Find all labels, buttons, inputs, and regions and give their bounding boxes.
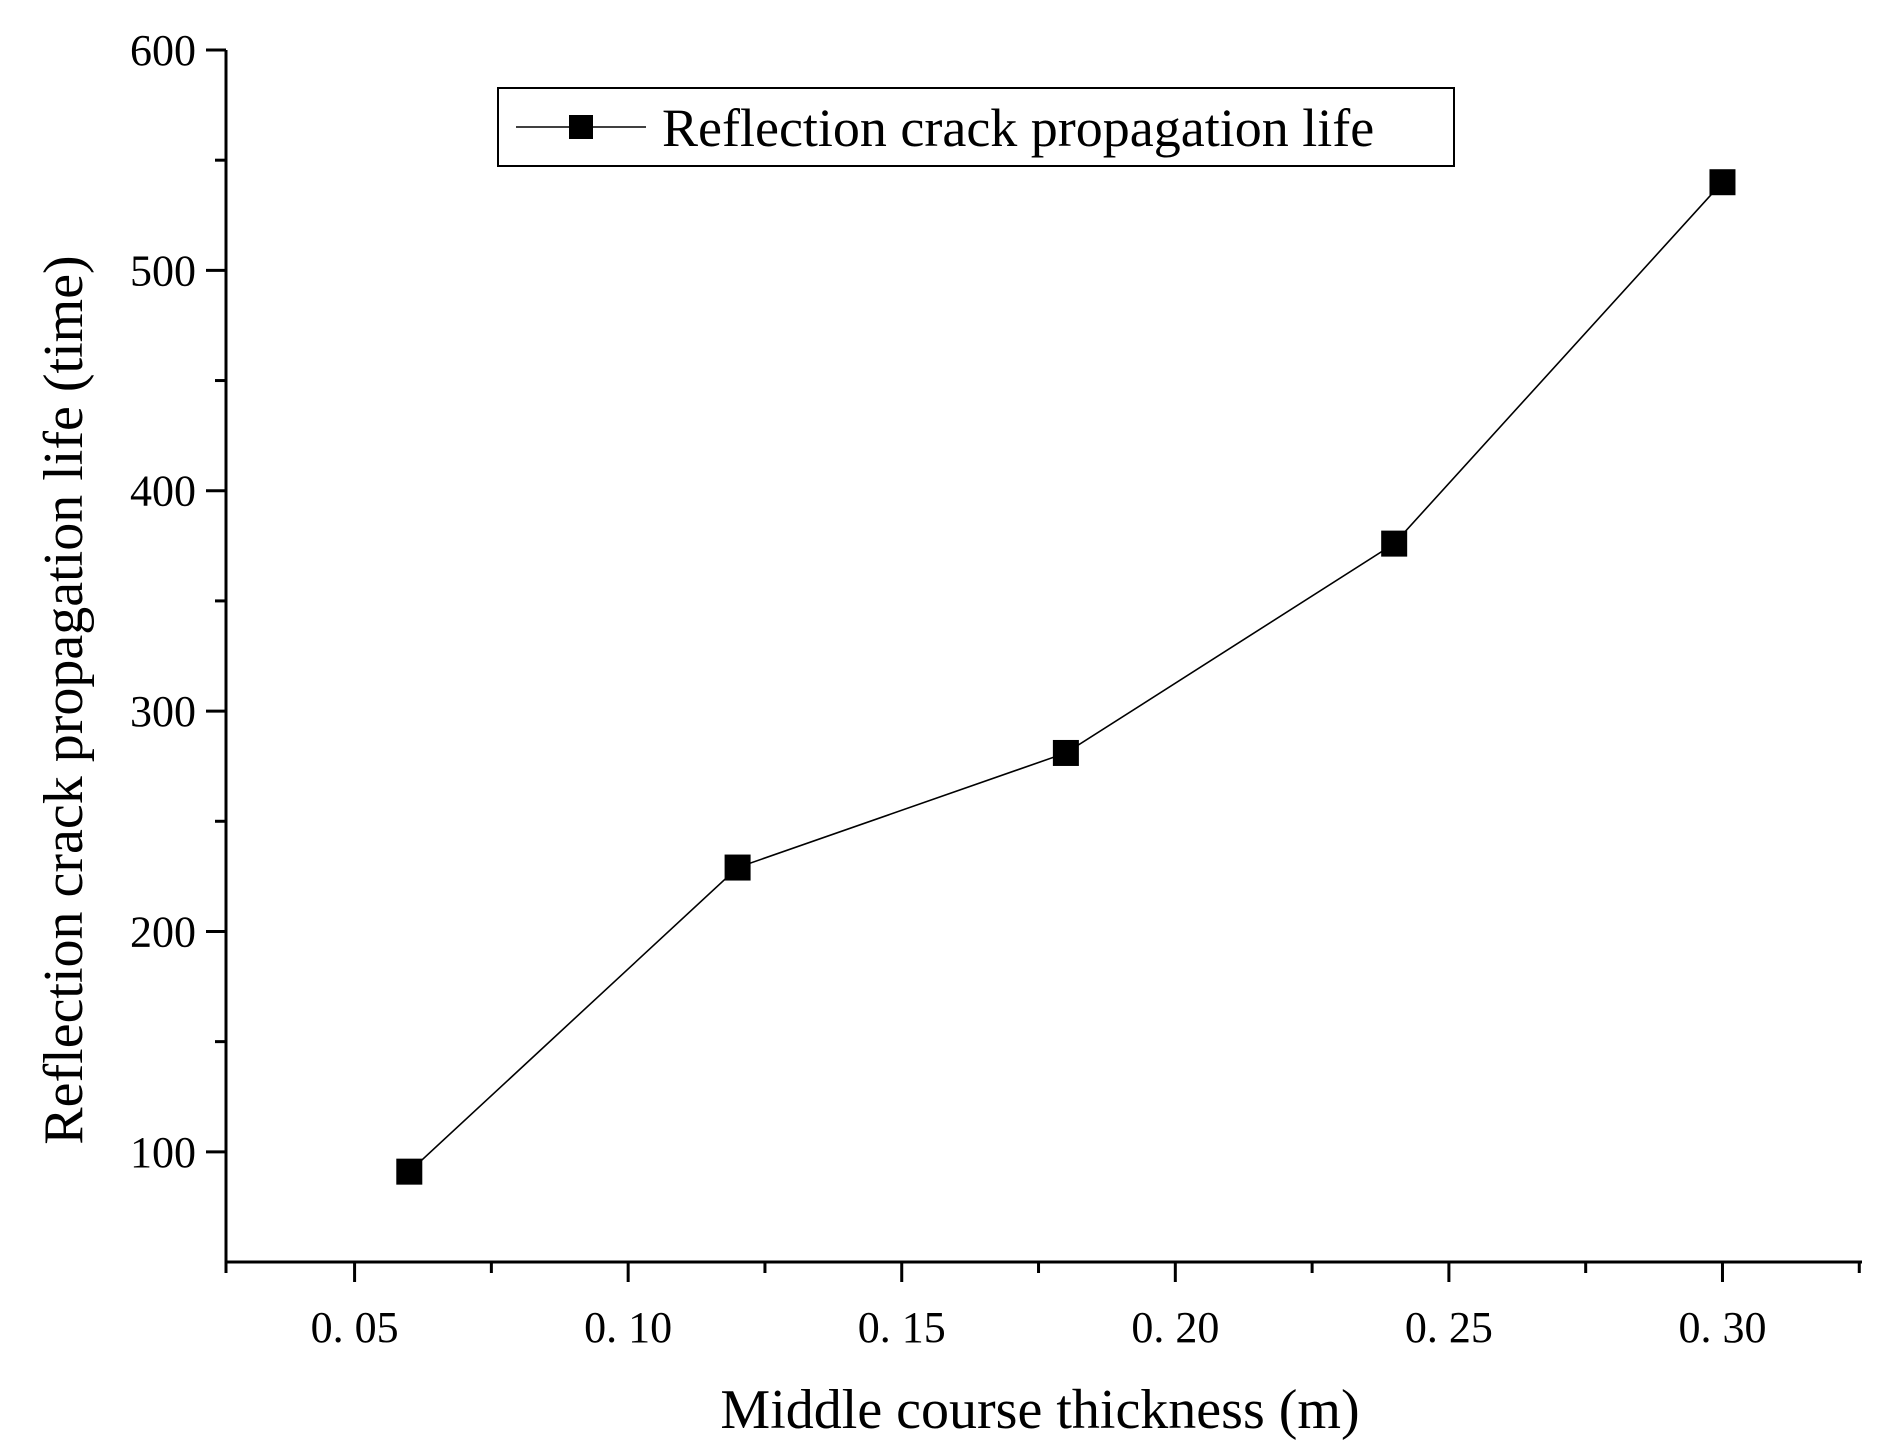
axes: [224, 50, 1862, 1264]
series-line: [408, 181, 1724, 1173]
plot-area: [396, 169, 1736, 1185]
legend-box: [497, 87, 1455, 167]
y-tick-label: 100: [130, 1128, 196, 1177]
x-tick-label: 0. 10: [584, 1303, 672, 1352]
legend-marker-square: [569, 115, 593, 139]
y-tick-label: 600: [130, 26, 196, 75]
data-point-marker: [1381, 530, 1408, 557]
data-point-marker: [1709, 169, 1736, 196]
data-point-marker: [396, 1158, 423, 1185]
x-tick-label: 0. 20: [1131, 1303, 1219, 1352]
x-tick-label: 0. 30: [1678, 1303, 1766, 1352]
x-axis-title: Middle course thickness (m): [720, 1379, 1359, 1441]
x-tick-label: 0. 15: [858, 1303, 946, 1352]
y-tick-label: 200: [130, 907, 196, 956]
y-tick-label: 500: [130, 246, 196, 295]
ticks: [206, 48, 1861, 1282]
x-tick-label: 0. 05: [311, 1303, 399, 1352]
y-tick-label: 300: [130, 687, 196, 736]
legend: Reflection crack propagation life: [497, 87, 1455, 167]
legend-label: Reflection crack propagation life: [662, 98, 1374, 158]
x-tick-label: 0. 25: [1405, 1303, 1493, 1352]
data-point-marker: [1052, 739, 1079, 766]
tick-labels: 100 200 300 400 500 600 0. 05 0. 10 0. 15 0. 20 0.…: [130, 26, 1766, 1352]
y-axis-title: Reflection crack propagation life (time): [33, 255, 95, 1144]
y-tick-label: 400: [130, 467, 196, 516]
data-point-marker: [724, 854, 751, 881]
